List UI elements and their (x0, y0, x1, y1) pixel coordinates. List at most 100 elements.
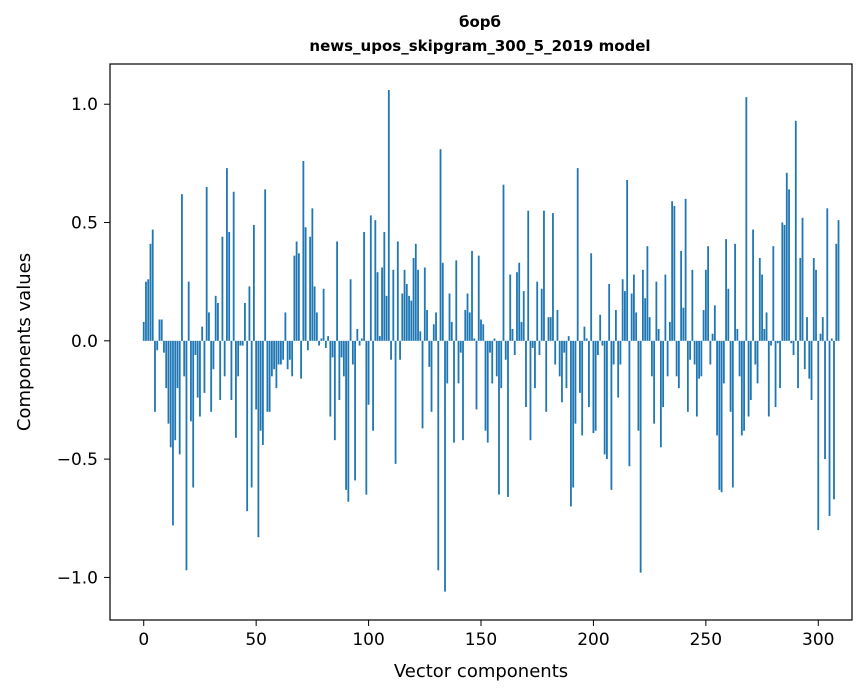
bar-component-76 (313, 286, 316, 341)
bar-component-79 (320, 338, 323, 341)
bar-component-131 (437, 340, 440, 571)
bar-component-217 (630, 293, 633, 341)
bar-component-139 (455, 260, 458, 341)
bar-component-74 (309, 236, 312, 341)
bar-component-35 (221, 236, 224, 341)
x-tick-label: 250 (690, 630, 722, 650)
bar-component-225 (648, 317, 651, 341)
bar-component-163 (509, 274, 512, 341)
bar-component-25 (199, 340, 201, 417)
bar-component-291 (797, 340, 799, 389)
bar-component-49 (253, 224, 255, 341)
bar-component-75 (311, 208, 314, 341)
bar-component-42 (237, 340, 240, 377)
bar-component-196 (583, 326, 586, 341)
bar-component-281 (774, 340, 777, 408)
bar-component-19 (185, 340, 188, 571)
bar-component-245 (693, 340, 696, 365)
bar-component-172 (529, 340, 532, 441)
bar-component-1 (145, 281, 147, 341)
bar-component-71 (302, 161, 305, 341)
bar-component-210 (615, 310, 617, 341)
bar-component-219 (635, 312, 638, 341)
bar-component-77 (315, 312, 318, 341)
y-tick-label: −1.0 (57, 568, 98, 588)
bar-component-266 (740, 340, 743, 436)
bar-component-215 (626, 179, 629, 341)
bar-component-216 (628, 340, 631, 467)
bar-component-189 (567, 336, 570, 341)
bar-component-263 (734, 243, 736, 341)
bar-component-34 (219, 340, 222, 400)
bar-component-222 (641, 269, 644, 341)
bar-component-307 (833, 340, 835, 500)
bar-component-160 (502, 184, 505, 341)
bar-component-47 (248, 286, 251, 341)
bar-component-133 (441, 262, 444, 341)
bar-component-201 (594, 340, 597, 431)
bar-component-109 (387, 90, 390, 341)
bar-component-118 (408, 295, 410, 341)
bar-component-143 (464, 310, 467, 341)
bar-component-180 (547, 317, 550, 341)
bar-component-164 (511, 328, 514, 341)
bar-component-65 (288, 340, 291, 360)
bar-component-101 (369, 215, 372, 341)
x-axis-label: Vector components (394, 661, 568, 682)
bar-component-169 (522, 291, 525, 341)
bar-component-36 (223, 340, 226, 377)
bar-component-165 (513, 340, 516, 356)
x-tick-label: 0 (138, 630, 149, 650)
bar-component-122 (417, 269, 419, 341)
bar-component-294 (803, 340, 806, 370)
bar-component-84 (331, 340, 334, 358)
bar-component-104 (376, 272, 379, 341)
bar-component-158 (498, 340, 500, 495)
bar-component-249 (702, 310, 705, 341)
bar-component-211 (617, 340, 620, 398)
x-axis-ticks: 0 50 100 150 200 250 300 (138, 620, 834, 650)
bar-component-239 (680, 250, 683, 341)
bar-component-156 (493, 338, 496, 341)
bar-component-10 (165, 340, 168, 389)
bar-component-112 (394, 340, 397, 464)
bar-component-127 (428, 340, 431, 367)
bar-component-300 (817, 340, 820, 531)
bar-component-60 (277, 340, 280, 365)
bar-component-96 (358, 340, 361, 346)
bar-component-276 (763, 328, 766, 341)
bar-component-147 (473, 338, 476, 341)
bar-component-37 (226, 168, 228, 341)
bar-component-254 (713, 305, 716, 341)
bar-component-48 (250, 340, 253, 488)
bar-component-67 (293, 255, 296, 341)
bar-component-293 (801, 217, 804, 341)
bar-component-11 (167, 340, 170, 424)
bar-component-177 (540, 288, 543, 341)
bar-component-240 (682, 307, 685, 341)
bar-component-167 (518, 262, 521, 341)
bar-component-179 (545, 340, 548, 412)
bar-component-46 (246, 340, 249, 512)
chart-title: борб (459, 13, 501, 31)
bar-component-66 (291, 340, 294, 377)
bar-component-274 (758, 258, 761, 341)
bar-component-304 (826, 208, 829, 341)
bar-component-286 (785, 172, 788, 341)
bar-component-251 (707, 246, 709, 341)
bar-component-103 (374, 220, 377, 341)
bar-component-190 (570, 340, 572, 507)
bar-component-119 (410, 300, 413, 341)
bar-component-170 (525, 340, 527, 408)
bar-component-33 (217, 302, 219, 341)
bar-component-99 (365, 340, 368, 495)
bar-component-198 (588, 340, 590, 408)
bar-component-132 (439, 149, 442, 341)
bar-component-142 (462, 340, 464, 441)
bar-component-256 (718, 340, 721, 490)
bar-component-282 (776, 340, 779, 344)
x-tick-label: 150 (465, 630, 497, 650)
bar-component-117 (405, 284, 408, 341)
bar-component-63 (284, 312, 287, 341)
